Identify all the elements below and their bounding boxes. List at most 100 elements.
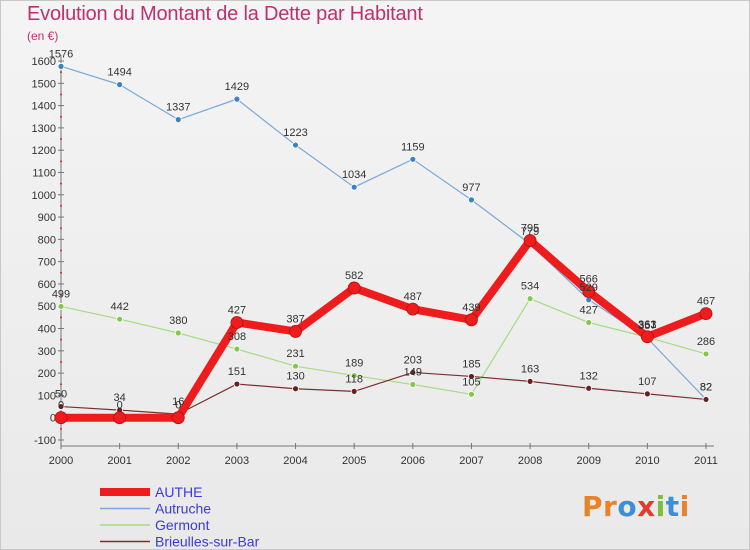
data-label: 16 [172, 396, 184, 408]
x-tick-label: 2003 [225, 455, 249, 467]
data-point [233, 345, 241, 353]
y-minor-tick [60, 93, 62, 96]
series-line-germont [60, 298, 707, 395]
data-label: 582 [345, 270, 363, 282]
data-label: 779 [521, 226, 539, 238]
data-point [174, 329, 182, 337]
data-label: 529 [580, 282, 598, 294]
x-tick-label: 2008 [518, 455, 542, 467]
data-point [57, 62, 65, 70]
y-minor-tick [60, 360, 62, 363]
data-label: 387 [286, 313, 304, 325]
data-label: 0 [58, 400, 64, 412]
data-label: 357 [638, 320, 656, 332]
data-point [54, 411, 68, 425]
data-point [350, 372, 358, 379]
data-point [409, 369, 417, 376]
data-label: 566 [580, 274, 598, 286]
data-label: 1223 [283, 127, 307, 139]
data-point [468, 390, 475, 398]
data-point [699, 307, 713, 320]
data-label: 308 [228, 331, 246, 343]
data-label: 0 [117, 400, 123, 412]
data-label: 189 [345, 358, 363, 370]
legend-label: Autruche [155, 501, 211, 517]
data-label: 107 [638, 376, 656, 388]
data-point [585, 319, 593, 326]
x-tick-label: 2006 [401, 455, 425, 467]
y-minor-tick [60, 160, 62, 163]
y-tick-label: 1200 [32, 145, 56, 157]
data-point [468, 196, 475, 204]
y-minor-tick [60, 383, 62, 386]
data-label: 149 [404, 366, 422, 378]
logo-letter: t [665, 490, 680, 523]
data-point [582, 285, 596, 298]
chart-title: Evolution du Montant de la Dette par Hab… [27, 3, 423, 25]
data-point [526, 295, 534, 303]
data-label: 151 [228, 366, 246, 378]
data-point [292, 362, 299, 370]
data-point [406, 302, 420, 316]
y-tick-label: 900 [38, 212, 56, 224]
data-label: 185 [462, 358, 480, 370]
data-point [409, 381, 417, 388]
y-minor-tick [60, 294, 62, 297]
data-label: 427 [580, 305, 598, 317]
y-tick-label: 200 [38, 368, 56, 380]
data-label: 231 [286, 348, 304, 360]
series-line-authe [61, 236, 708, 422]
logo-letter: x [637, 490, 656, 523]
y-tick-label: 500 [38, 301, 56, 313]
y-tick-label: 100 [38, 390, 56, 402]
x-tick-label: 2002 [166, 455, 190, 467]
data-point [409, 155, 417, 163]
data-point [113, 411, 127, 425]
logo-letter: o [617, 490, 638, 523]
data-label: 1429 [225, 81, 249, 93]
data-point [347, 281, 361, 295]
data-point [171, 411, 185, 425]
y-minor-tick [60, 115, 62, 118]
data-point [702, 350, 710, 358]
y-tick-label: 800 [38, 234, 56, 246]
data-label: 0 [175, 400, 181, 412]
data-point [233, 380, 241, 388]
data-point [468, 373, 475, 380]
x-tick-label: 2000 [49, 455, 73, 467]
y-minor-tick [60, 316, 62, 319]
data-point [57, 403, 65, 410]
y-tick-label: 1000 [32, 190, 56, 202]
y-tick-label: 1100 [32, 167, 56, 179]
data-point [585, 384, 593, 392]
logo-letter: P [582, 490, 604, 523]
data-point [57, 303, 65, 310]
data-label: 442 [110, 301, 128, 313]
x-tick-label: 2001 [107, 455, 131, 467]
data-label: 118 [345, 373, 363, 385]
x-tick-label: 2009 [576, 455, 600, 467]
data-point [643, 390, 651, 398]
data-label: 1494 [107, 67, 131, 79]
y-tick-label: 700 [38, 257, 56, 269]
data-label: 534 [521, 281, 539, 293]
data-point [523, 234, 537, 247]
data-point [174, 116, 182, 124]
data-label: 361 [638, 319, 656, 331]
data-label: 203 [404, 354, 422, 366]
y-tick-label: 400 [38, 324, 56, 336]
data-label: 467 [697, 296, 715, 308]
data-point [233, 95, 241, 103]
y-minor-tick [60, 204, 62, 207]
data-label: 50 [55, 389, 67, 401]
y-tick-label: -100 [34, 435, 56, 447]
logo-letter: i [679, 490, 690, 523]
data-label: 130 [286, 371, 304, 383]
data-point [289, 325, 302, 338]
legend-label: AUTHE [155, 484, 202, 500]
data-point [465, 313, 478, 327]
data-point [116, 315, 124, 323]
data-label: 34 [114, 392, 126, 404]
